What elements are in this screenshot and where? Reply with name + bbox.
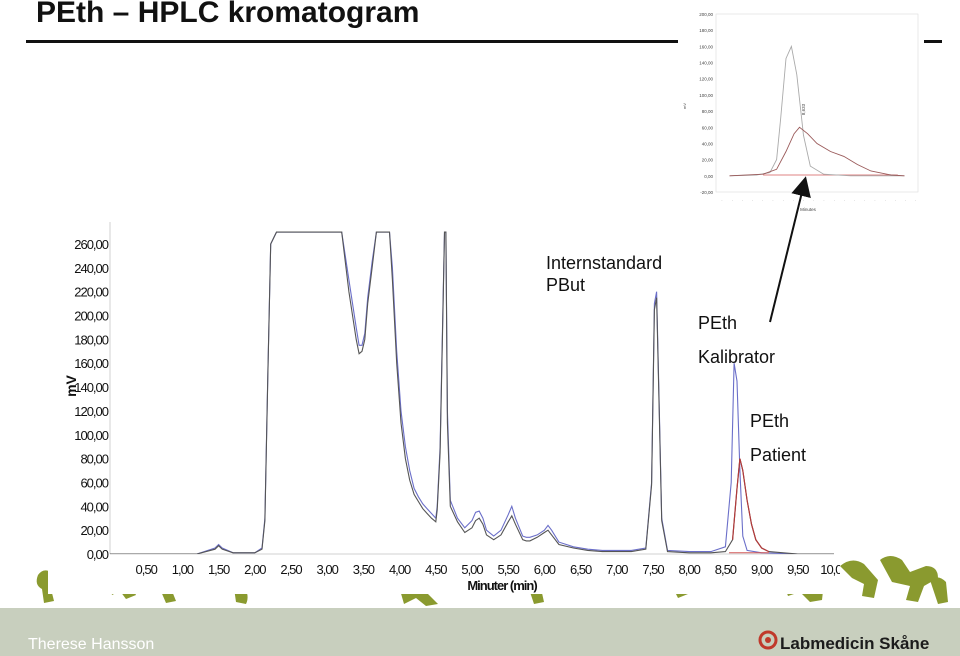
inset-x-tick-mark: · [742, 199, 743, 203]
y-tick-label: 240,00 [74, 261, 109, 276]
inset-calibrator-trace [729, 44, 905, 177]
inset-x-tick-mark: · [823, 199, 824, 203]
inset-x-tick-mark: · [905, 199, 906, 203]
annotation-internal-standard: Internstandard PBut [546, 252, 662, 296]
inset-peak-zoom-chart: 200,00 180,00 160,00 140,00 120,00 100,00 80,0… [678, 6, 924, 216]
inset-y-tick-label: 60,00 [702, 125, 714, 130]
slide-title: PEth – HPLC kromatogram [36, 0, 420, 29]
inset-x-tick-mark: · [854, 199, 855, 203]
footer-logo-text: Labmedicin Skåne [780, 634, 930, 653]
x-tick-label: 4,50 [425, 562, 447, 577]
x-tick-label: 8,00 [679, 562, 701, 577]
x-tick-label: 6,50 [570, 562, 592, 577]
x-tick-label: 9,50 [787, 562, 809, 577]
x-tick-label: 1,00 [172, 562, 194, 577]
inset-y-tick-label: 160,00 [699, 44, 713, 49]
y-axis-title: mV [63, 374, 79, 396]
x-tick-label: 1,50 [208, 562, 230, 577]
x-tick-label: 9,00 [751, 562, 773, 577]
inset-y-tick-label: 40,00 [702, 141, 714, 146]
inset-y-tick-label: 20,00 [702, 158, 714, 163]
inset-y-tick-label: 100,00 [699, 93, 713, 98]
inset-x-tick-mark: · [864, 199, 865, 203]
inset-y-tick-label: 120,00 [699, 77, 713, 82]
inset-x-tick-mark: · [844, 199, 845, 203]
annotation-calibrator-line1: PEth [698, 313, 738, 333]
inset-frame [715, 13, 919, 193]
inset-y-tick-label: 80,00 [702, 109, 714, 114]
annotation-patient-line2: Patient [750, 445, 807, 465]
x-tick-label: 4,00 [389, 562, 411, 577]
x-tick-label: 3,50 [353, 562, 375, 577]
x-tick-label: 10,00 [820, 562, 840, 577]
inset-x-tick-mark: · [834, 199, 835, 203]
y-tick-label: 140,00 [74, 380, 109, 395]
inset-patient-trace [729, 126, 905, 177]
footer-band [0, 608, 960, 656]
inset-x-tick-mark: · [793, 199, 794, 203]
y-tick-label: 40,00 [80, 499, 108, 514]
annotation-patient: PEth Patient [750, 410, 806, 466]
y-tick-label: 160,00 [74, 356, 109, 371]
main-chromatogram-chart: 0,00 20,00 40,00 60,00 80,00 100,00 120,00 140,… [48, 214, 840, 594]
inset-y-tick-label: 0,00 [704, 174, 713, 179]
inset-x-tick-mark: · [895, 199, 896, 203]
y-tick-label: 260,00 [74, 237, 109, 252]
y-tick-label: 20,00 [80, 523, 108, 538]
patient-peak-highlight [732, 458, 770, 553]
inset-x-tick-mark: · [803, 199, 804, 203]
x-tick-label: 3,00 [317, 562, 339, 577]
annotation-internal-standard-line2: PBut [546, 275, 586, 295]
x-tick-label: 2,50 [280, 562, 302, 577]
y-tick-label: 120,00 [74, 404, 109, 419]
inset-x-tick-mark: · [732, 199, 733, 203]
annotation-patient-line1: PEth [750, 411, 790, 431]
inset-y-tick-label: 200,00 [699, 12, 713, 17]
x-tick-label: 2,00 [244, 562, 266, 577]
inset-x-tick-mark: · [874, 199, 875, 203]
y-tick-label: 220,00 [74, 285, 109, 300]
annotation-calibrator-line2: Kalibrator [698, 347, 776, 367]
inset-y-tick-label: 180,00 [699, 28, 713, 33]
inset-y-axis-title: mV [682, 103, 687, 109]
inset-x-tick-mark: · [752, 199, 753, 203]
x-tick-label: 6,00 [534, 562, 556, 577]
inset-x-tick-mark: · [885, 199, 886, 203]
annotation-calibrator: PEth Kalibrator [698, 312, 775, 368]
footer-author: Therese Hansson [28, 636, 155, 653]
y-tick-label: 80,00 [80, 452, 108, 467]
inset-x-tick-mark: · [813, 199, 814, 203]
x-tick-label: 7,50 [642, 562, 664, 577]
patient-trace [110, 231, 834, 554]
title-underline [26, 40, 942, 43]
inset-peak-label: 8,633 [801, 103, 806, 115]
inset-x-tick-mark: · [783, 199, 784, 203]
x-tick-label: 5,00 [461, 562, 483, 577]
x-axis-title: Minuter (min) [467, 578, 537, 593]
inset-x-tick-mark: · [721, 199, 722, 203]
x-tick-label: 8,50 [715, 562, 737, 577]
y-tick-label: 100,00 [74, 428, 109, 443]
inset-x-tick-mark: · [772, 199, 773, 203]
logo-icon [758, 630, 778, 650]
y-tick-label: 60,00 [80, 475, 108, 490]
y-tick-label: 0,00 [87, 547, 109, 562]
inset-x-tick-mark: · [762, 199, 763, 203]
annotation-internal-standard-line1: Internstandard [546, 253, 663, 273]
inset-x-axis-title: Minutes [800, 207, 817, 212]
y-tick-label: 200,00 [74, 309, 109, 324]
x-tick-label: 5,50 [498, 562, 520, 577]
y-tick-label: 180,00 [74, 332, 109, 347]
inset-y-tick-label: 140,00 [699, 61, 713, 66]
x-tick-label: 0,50 [136, 562, 158, 577]
inset-x-tick-mark: · [915, 199, 916, 203]
x-tick-label: 7,00 [606, 562, 628, 577]
inset-y-tick-label: -20,00 [700, 190, 713, 195]
